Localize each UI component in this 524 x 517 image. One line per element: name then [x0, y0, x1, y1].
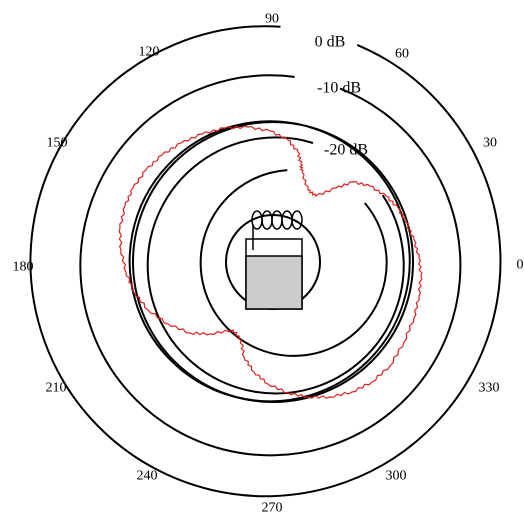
angle-label-60: 60 — [395, 47, 409, 62]
ring-0db — [29, 25, 502, 498]
polar-rings — [29, 25, 502, 498]
angle-labels: 0 30 60 90 120 150 180 210 240 270 300 3… — [13, 12, 524, 516]
angle-label-30: 30 — [483, 136, 497, 151]
angle-label-330: 330 — [479, 381, 500, 396]
ring-minus20db — [146, 136, 405, 395]
device-body — [245, 255, 303, 310]
radiation-pattern-curve — [118, 125, 423, 399]
angle-label-90: 90 — [265, 12, 279, 27]
ring-label-minus10db: -10 dB — [317, 80, 361, 97]
ring-minus5db — [79, 74, 462, 457]
angle-label-180: 180 — [13, 260, 34, 275]
coil-icon — [251, 210, 303, 230]
angle-label-150: 150 — [47, 136, 68, 151]
angle-label-240: 240 — [137, 469, 158, 484]
angle-label-270: 270 — [262, 501, 283, 516]
ring-labels: 0 dB -10 dB -20 dB — [315, 34, 368, 159]
ring-minus15db — [128, 120, 411, 403]
ring-label-minus20db: -20 dB — [324, 142, 368, 159]
ring-minus25db — [199, 169, 388, 357]
device-icon — [245, 210, 303, 310]
angle-label-300: 300 — [386, 469, 407, 484]
ring-label-0db: 0 dB — [315, 34, 346, 51]
angle-label-210: 210 — [46, 381, 67, 396]
angle-label-120: 120 — [139, 45, 160, 60]
angle-label-0: 0 — [517, 258, 524, 273]
